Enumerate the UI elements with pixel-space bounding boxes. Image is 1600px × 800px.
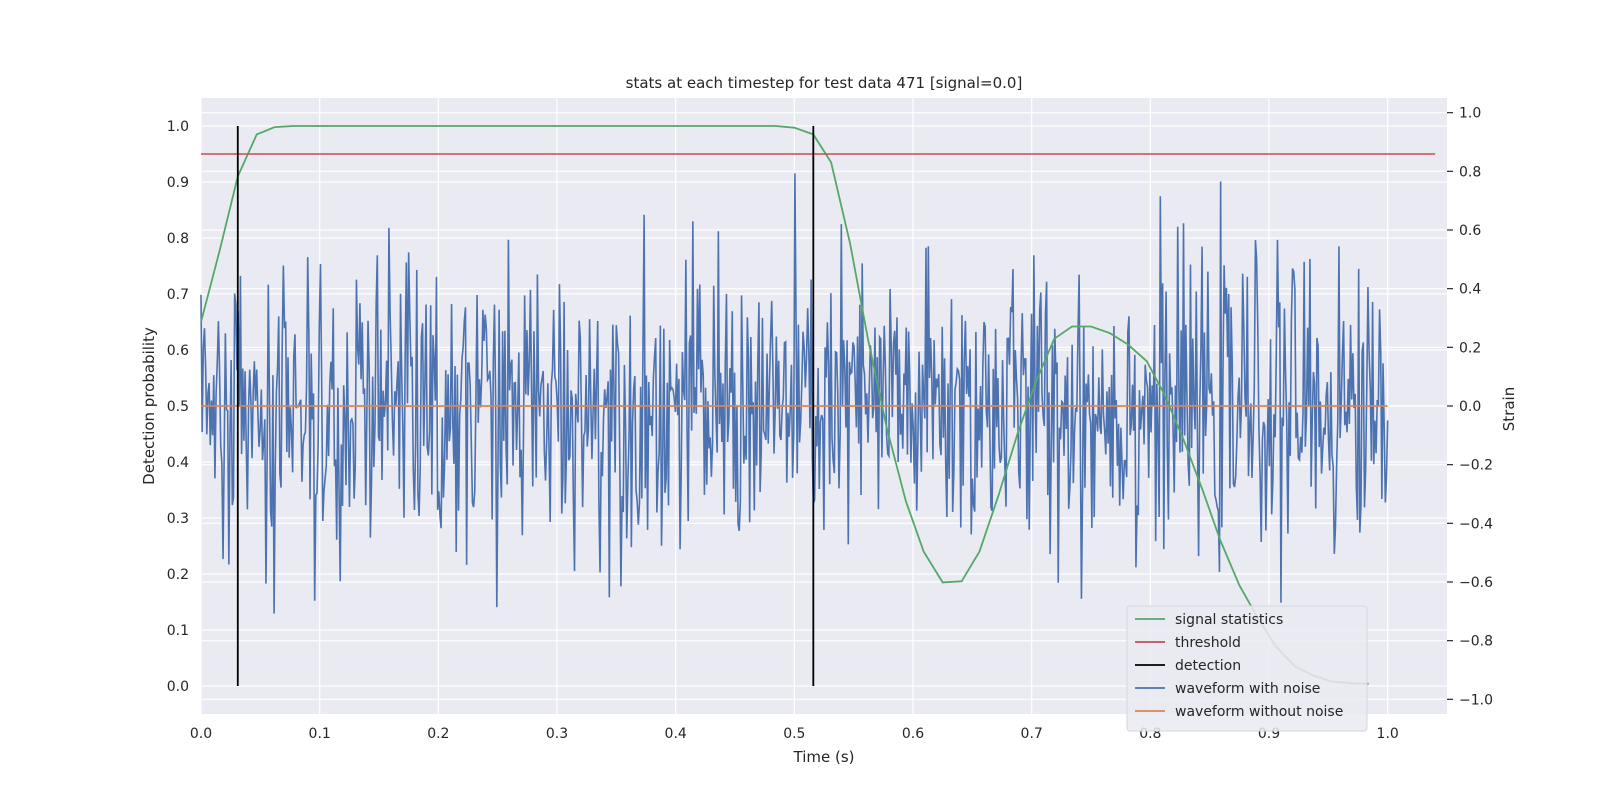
- y-left-tick-label: 0.7: [167, 287, 189, 303]
- x-tick-label: 0.0: [190, 726, 212, 742]
- x-tick-label: 0.2: [427, 726, 449, 742]
- legend-label: waveform with noise: [1175, 681, 1320, 697]
- legend-box: [1126, 605, 1368, 732]
- legend-label: signal statistics: [1175, 612, 1283, 628]
- y-left-tick-label: 0.8: [167, 231, 189, 247]
- y-left-tick-label: 0.4: [167, 455, 189, 471]
- y-left-tick-label: 0.5: [167, 399, 189, 415]
- x-tick-label: 0.6: [902, 726, 924, 742]
- y-right-tick-label: 0.8: [1459, 164, 1481, 180]
- x-tick-label: 0.7: [1021, 726, 1043, 742]
- x-tick-label: 0.3: [546, 726, 568, 742]
- y-left-tick-label: 0.3: [167, 511, 189, 527]
- y-left-tick-label: 0.1: [167, 623, 189, 639]
- legend-label: detection: [1175, 658, 1241, 674]
- y-right-tick-label: −0.4: [1459, 516, 1493, 532]
- legend: signal statistics threshold detection wavef…: [1126, 605, 1368, 732]
- x-tick-label: 0.1: [309, 726, 331, 742]
- series-signal-statistics: [200, 125, 1369, 685]
- y-left-tick-label: 0.6: [167, 343, 189, 359]
- series-waveform-with-noise: [200, 173, 1389, 614]
- y-left-tick-label: 0.0: [167, 679, 189, 695]
- y-right-tick-label: −0.8: [1459, 634, 1493, 650]
- y-right-tick-label: −0.6: [1459, 575, 1493, 591]
- y-right-tick-label: −1.0: [1459, 692, 1493, 708]
- x-axis-label: Time (s): [793, 748, 855, 766]
- x-tick-label: 0.4: [665, 726, 687, 742]
- chart-title: stats at each timestep for test data 471…: [626, 74, 1023, 92]
- y-right-tick-label: 1.0: [1459, 106, 1481, 122]
- y-axis-right-label: Strain: [1500, 387, 1518, 431]
- legend-label: waveform without noise: [1175, 704, 1343, 720]
- y-right-tick-label: 0.0: [1459, 399, 1481, 415]
- y-axis-left-label: Detection probability: [140, 327, 158, 485]
- x-tick-label: 0.5: [783, 726, 805, 742]
- x-tick-label: 1.0: [1377, 726, 1399, 742]
- series-layer: [200, 125, 1436, 686]
- y-left-tick-label: 0.9: [167, 175, 189, 191]
- y-right-tick-label: −0.2: [1459, 458, 1493, 474]
- y-right-tick-label: 0.6: [1459, 223, 1481, 239]
- y-left-tick-label: 1.0: [167, 119, 189, 135]
- y-right-tick-label: 0.2: [1459, 340, 1481, 356]
- legend-label: threshold: [1175, 635, 1241, 651]
- ticks-layer: 0.0 0.1 0.2 0.3 0.4 0.5 0.6 0.7 0.8 0.9 1.0 0.0 0.1 0…: [167, 106, 1493, 742]
- y-left-tick-label: 0.2: [167, 567, 189, 583]
- y-right-tick-label: 0.4: [1459, 282, 1481, 298]
